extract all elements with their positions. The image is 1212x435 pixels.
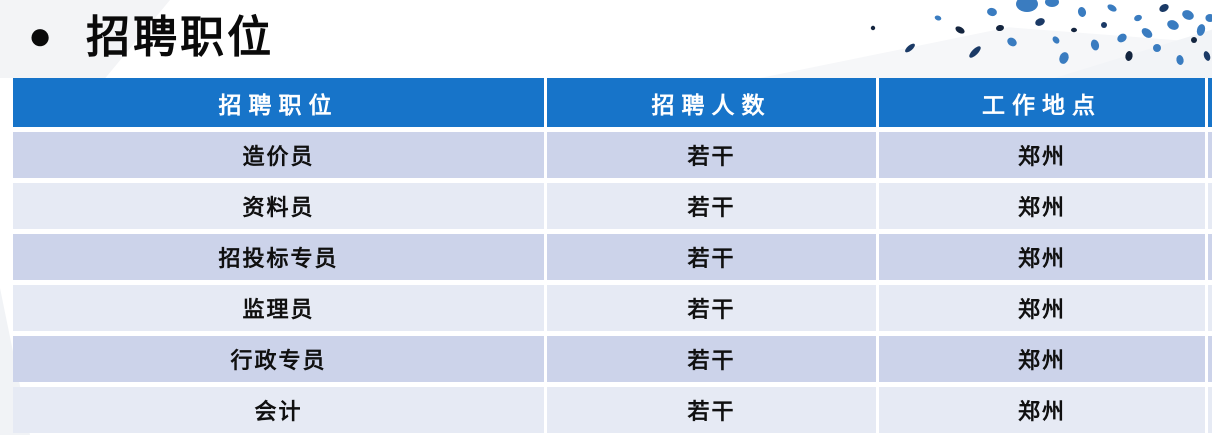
header-cell-position: 招聘职位 — [13, 78, 544, 127]
page-title: ● 招聘职位 — [28, 2, 274, 74]
page-title-text: 招聘职位 — [86, 13, 275, 62]
location-cell: 郑州 — [879, 336, 1205, 382]
cutoff-column-sliver — [1208, 183, 1212, 229]
cutoff-column-sliver — [1208, 78, 1212, 127]
cutoff-column-sliver — [1208, 336, 1212, 382]
position-cell: 招投标专员 — [13, 234, 544, 280]
recruitment-table: 招聘职位 招聘人数 工作地点 造价员 若干 郑州 资料员 若干 郑州 招投标专员… — [13, 78, 1212, 433]
headcount-cell: 若干 — [547, 285, 876, 331]
cutoff-column-sliver — [1208, 387, 1212, 433]
headcount-cell: 若干 — [547, 132, 876, 178]
location-cell: 郑州 — [879, 183, 1205, 229]
bullet-icon: ● — [28, 14, 53, 58]
location-cell: 郑州 — [879, 285, 1205, 331]
position-cell: 资料员 — [13, 183, 544, 229]
location-cell: 郑州 — [879, 234, 1205, 280]
position-cell: 监理员 — [13, 285, 544, 331]
position-cell: 造价员 — [13, 132, 544, 178]
headcount-cell: 若干 — [547, 336, 876, 382]
header-cell-headcount: 招聘人数 — [547, 78, 876, 127]
headcount-cell: 若干 — [547, 234, 876, 280]
location-cell: 郑州 — [879, 132, 1205, 178]
cutoff-column-sliver — [1208, 234, 1212, 280]
headcount-cell: 若干 — [547, 387, 876, 433]
header-cell-location: 工作地点 — [879, 78, 1205, 127]
paint-splatter-icon — [870, 0, 1212, 65]
cutoff-column-sliver — [1208, 132, 1212, 178]
position-cell: 会计 — [13, 387, 544, 433]
headcount-cell: 若干 — [547, 183, 876, 229]
cutoff-column-sliver — [1208, 285, 1212, 331]
location-cell: 郑州 — [879, 387, 1205, 433]
position-cell: 行政专员 — [13, 336, 544, 382]
